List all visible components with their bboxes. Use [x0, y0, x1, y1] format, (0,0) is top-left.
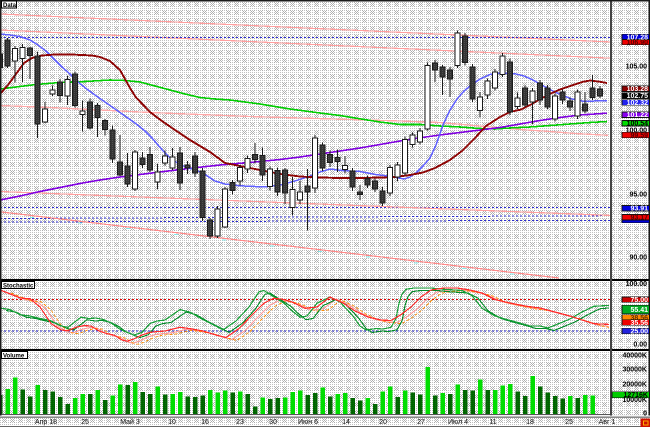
svg-text:0: 0	[643, 410, 647, 417]
svg-text:16: 16	[201, 419, 209, 426]
svg-text:Июл 4: Июл 4	[448, 419, 468, 426]
svg-text:12716K: 12716K	[623, 392, 648, 399]
svg-text:20: 20	[379, 419, 387, 426]
svg-text:100.54: 100.54	[627, 121, 649, 128]
svg-text:18: 18	[526, 419, 534, 426]
svg-text:100.00: 100.00	[626, 127, 648, 134]
svg-text:75.00: 75.00	[630, 297, 648, 304]
svg-text:10000K: 10000K	[622, 397, 647, 404]
svg-text:Июн 6: Июн 6	[298, 419, 318, 426]
svg-text:30000K: 30000K	[622, 367, 647, 374]
svg-text:Май 3: Май 3	[120, 418, 140, 426]
svg-text:40000K: 40000K	[622, 353, 647, 360]
svg-text:Stochastic: Stochastic	[3, 283, 34, 289]
svg-text:102.75: 102.75	[627, 93, 649, 100]
svg-text:25: 25	[565, 419, 573, 426]
svg-text:93.91: 93.91	[630, 206, 648, 213]
svg-text:23: 23	[236, 419, 244, 426]
svg-text:55.41: 55.41	[630, 307, 648, 314]
svg-text:10: 10	[168, 419, 176, 426]
svg-text:95.00: 95.00	[629, 191, 647, 198]
svg-text:106.90: 106.90	[627, 40, 649, 47]
svg-text:93.17: 93.17	[630, 215, 648, 222]
svg-text:99.59: 99.59	[630, 133, 648, 140]
svg-text:35.56: 35.56	[630, 320, 648, 327]
svg-text:Volume: Volume	[3, 353, 25, 359]
svg-text:Авг 1: Авг 1	[599, 419, 616, 426]
svg-text:25: 25	[81, 419, 89, 426]
svg-text:Data: Data	[3, 3, 17, 9]
svg-text:102.32: 102.32	[627, 100, 649, 107]
svg-text:105.00: 105.00	[626, 63, 648, 70]
svg-text:107.28: 107.28	[627, 34, 649, 41]
svg-text:Апр 18: Апр 18	[35, 419, 57, 426]
svg-text:101.22: 101.22	[627, 112, 649, 119]
svg-text:11: 11	[489, 419, 496, 426]
svg-text:20000K: 20000K	[622, 381, 647, 388]
svg-text:30: 30	[269, 419, 277, 426]
svg-text:90.00: 90.00	[629, 254, 647, 261]
svg-text:14: 14	[342, 419, 350, 426]
svg-text:38.56: 38.56	[630, 315, 648, 322]
svg-text:0.00: 0.00	[633, 341, 647, 348]
svg-text:27: 27	[417, 419, 425, 426]
svg-text:100.00: 100.00	[626, 281, 648, 288]
svg-text:103.28: 103.28	[627, 86, 649, 93]
svg-text:25.00: 25.00	[630, 328, 648, 335]
